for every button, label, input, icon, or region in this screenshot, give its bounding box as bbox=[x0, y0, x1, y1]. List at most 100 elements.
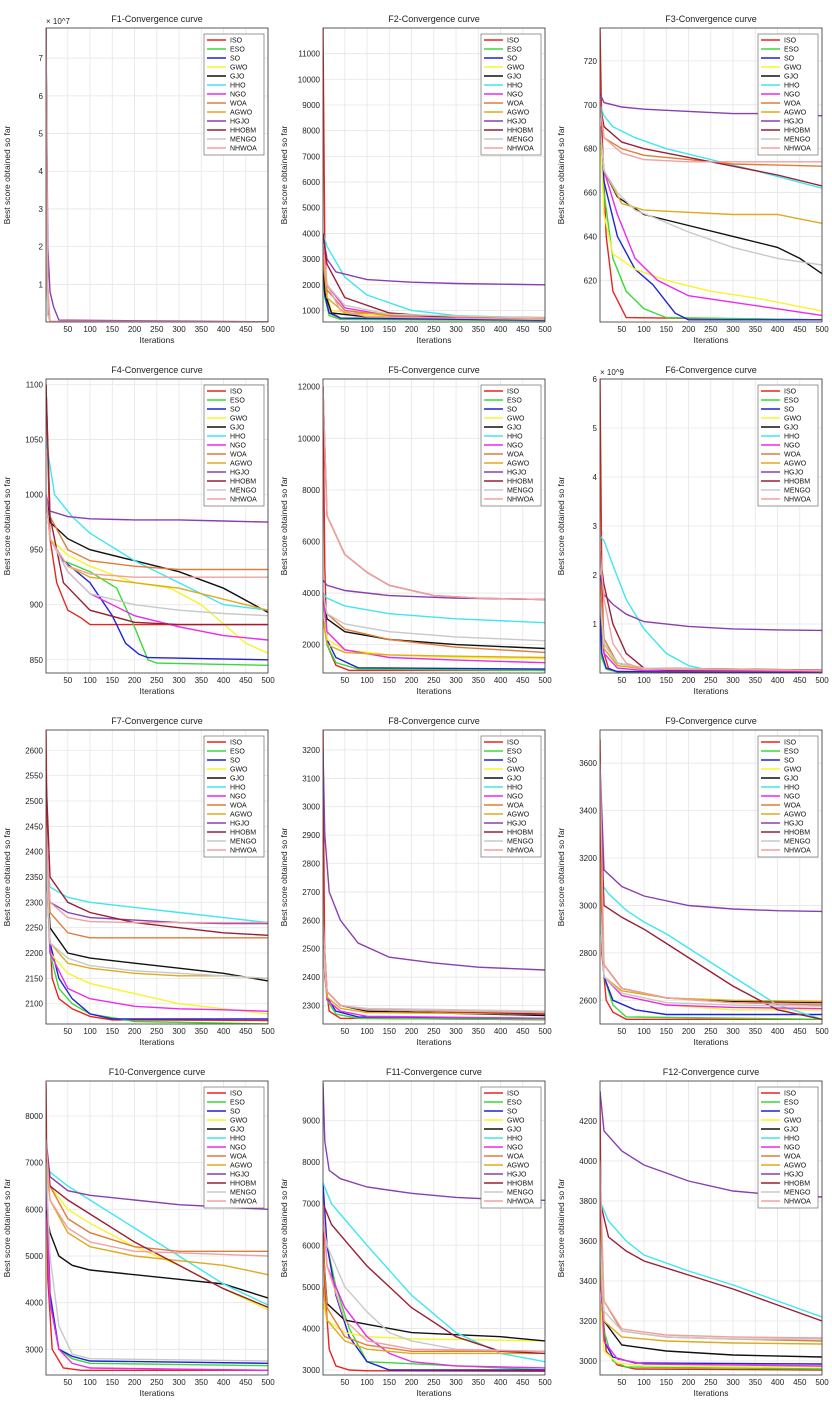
y-tick-label: 8000 bbox=[302, 1158, 320, 1167]
x-tick-label: 150 bbox=[660, 1027, 674, 1036]
series-line-hho bbox=[46, 439, 268, 611]
x-tick-label: 500 bbox=[261, 325, 275, 334]
x-tick-label: 300 bbox=[726, 1027, 740, 1036]
series-line-nhwoa bbox=[323, 386, 545, 601]
y-tick-label: 3200 bbox=[579, 854, 597, 863]
legend-entry: GWO bbox=[230, 416, 248, 423]
y-axis-label: Best score obtained so far bbox=[556, 125, 566, 224]
y-tick-label: 2450 bbox=[25, 822, 43, 831]
y-tick-label: 3100 bbox=[302, 774, 320, 783]
y-tick-label: 640 bbox=[584, 232, 598, 241]
chart-panel-11: 50 100 150 200 250 300 350 400 450 500 3000 4000 500… bbox=[279, 1067, 552, 1398]
x-tick-label: 150 bbox=[383, 676, 397, 685]
series-line-so bbox=[600, 126, 822, 321]
legend-entry: HHOBM bbox=[507, 830, 533, 837]
x-tick-label: 300 bbox=[449, 676, 463, 685]
legend-entry: SO bbox=[507, 758, 518, 765]
y-tick-label: 6000 bbox=[302, 537, 320, 546]
axes-box bbox=[599, 729, 823, 1025]
legend-entry: MENGO bbox=[230, 839, 257, 846]
legend: ISO ESO SO GWO GJO HHO NGO WOA AGWO HGJO HHOBM MENG… bbox=[480, 33, 542, 156]
x-tick-label: 300 bbox=[172, 1027, 186, 1036]
legend: ISO ESO SO GWO GJO HHO NGO WOA AGWO HGJO HHOBM MENG… bbox=[203, 33, 265, 156]
legend-entry: ISO bbox=[784, 740, 797, 747]
y-tick-label: 1 bbox=[593, 620, 598, 629]
x-tick-label: 450 bbox=[516, 1378, 530, 1387]
x-axis-label: Iterations bbox=[417, 1037, 452, 1047]
legend-entry: MENGO bbox=[784, 1190, 811, 1197]
legend-entry: SO bbox=[230, 56, 241, 63]
x-tick-label: 500 bbox=[261, 676, 275, 685]
legend: ISO ESO SO GWO GJO HHO NGO WOA AGWO HGJO HHOBM MENG… bbox=[203, 384, 265, 507]
legend-entry: AGWO bbox=[784, 1163, 807, 1170]
axes-box bbox=[45, 378, 269, 674]
legend-entry: MENGO bbox=[507, 1190, 534, 1197]
legend-entry: NGO bbox=[230, 1145, 247, 1152]
y-tick-label: 3000 bbox=[302, 803, 320, 812]
legend-entry: HHOBM bbox=[507, 128, 533, 135]
x-tick-label: 350 bbox=[749, 325, 763, 334]
x-tick-label: 400 bbox=[771, 1027, 785, 1036]
x-tick-label: 400 bbox=[217, 1027, 231, 1036]
x-tick-label: 350 bbox=[749, 676, 763, 685]
x-tick-label: 300 bbox=[449, 325, 463, 334]
x-tick-label: 500 bbox=[538, 676, 552, 685]
legend-entry: NHWOA bbox=[784, 1199, 811, 1206]
y-axis-label: Best score obtained so far bbox=[2, 827, 12, 926]
legend-entry: SO bbox=[507, 56, 518, 63]
x-tick-label: 500 bbox=[815, 325, 829, 334]
legend-entry: ISO bbox=[230, 740, 243, 747]
chart-panel-5: 50 100 150 200 250 300 350 400 450 500 2000 4000 600… bbox=[279, 365, 552, 696]
series-line-gjo bbox=[46, 1209, 268, 1299]
legend-entry: HGJO bbox=[784, 821, 804, 828]
x-tick-label: 150 bbox=[106, 676, 120, 685]
x-axis-label: Iterations bbox=[140, 335, 175, 345]
chart-title: F6-Convergence curve bbox=[665, 365, 757, 375]
series-line-hhobm bbox=[600, 1200, 822, 1322]
legend-entry: GWO bbox=[507, 416, 525, 423]
y-tick-label: 2800 bbox=[302, 860, 320, 869]
series-group bbox=[600, 739, 822, 1020]
legend-entry: NGO bbox=[507, 794, 524, 801]
y-axis-label: Best score obtained so far bbox=[556, 476, 566, 575]
legend-entry: WOA bbox=[230, 452, 247, 459]
x-tick-label: 50 bbox=[340, 325, 349, 334]
y-tick-label: 680 bbox=[584, 145, 598, 154]
series-line-gwo bbox=[46, 851, 268, 1015]
x-tick-label: 150 bbox=[660, 1378, 674, 1387]
y-tick-label: 950 bbox=[30, 546, 44, 555]
legend-entry: HHOBM bbox=[230, 479, 256, 486]
legend: ISO ESO SO GWO GJO HHO NGO WOA AGWO HGJO HHOBM MENG… bbox=[480, 735, 542, 858]
y-tick-label: 10000 bbox=[298, 75, 321, 84]
x-tick-label: 300 bbox=[726, 1378, 740, 1387]
legend-entry: WOA bbox=[784, 1154, 801, 1161]
legend-entry: ISO bbox=[784, 389, 797, 396]
legend-entry: SO bbox=[784, 56, 795, 63]
chart-title: F12-Convergence curve bbox=[663, 1067, 760, 1077]
y-tick-label: 2 bbox=[39, 243, 44, 252]
legend-entry: GWO bbox=[784, 1118, 802, 1125]
y-exponent-label: × 10^7 bbox=[46, 17, 71, 26]
x-tick-label: 50 bbox=[63, 676, 72, 685]
y-tick-label: 7000 bbox=[302, 1200, 320, 1209]
legend-entry: GWO bbox=[784, 767, 802, 774]
y-axis-label: Best score obtained so far bbox=[279, 1178, 289, 1277]
y-tick-label: 4000 bbox=[25, 1299, 43, 1308]
y-tick-label: 3800 bbox=[579, 1197, 597, 1206]
legend-entry: MENGO bbox=[230, 488, 257, 495]
legend-entry: NHWOA bbox=[230, 848, 257, 855]
x-tick-label: 50 bbox=[63, 1378, 72, 1387]
legend-entry: HHO bbox=[230, 785, 246, 792]
y-tick-label: 3600 bbox=[579, 759, 597, 768]
x-tick-label: 150 bbox=[106, 325, 120, 334]
x-tick-label: 450 bbox=[793, 1378, 807, 1387]
x-tick-label: 450 bbox=[793, 1027, 807, 1036]
x-tick-label: 300 bbox=[449, 1027, 463, 1036]
axes-box bbox=[322, 378, 546, 674]
x-tick-label: 400 bbox=[771, 676, 785, 685]
legend-entry: NGO bbox=[784, 92, 801, 99]
legend-entry: HGJO bbox=[784, 119, 804, 126]
legend-entry: AGWO bbox=[507, 1163, 530, 1170]
x-tick-label: 450 bbox=[239, 1027, 253, 1036]
chart-title: F10-Convergence curve bbox=[109, 1067, 206, 1077]
